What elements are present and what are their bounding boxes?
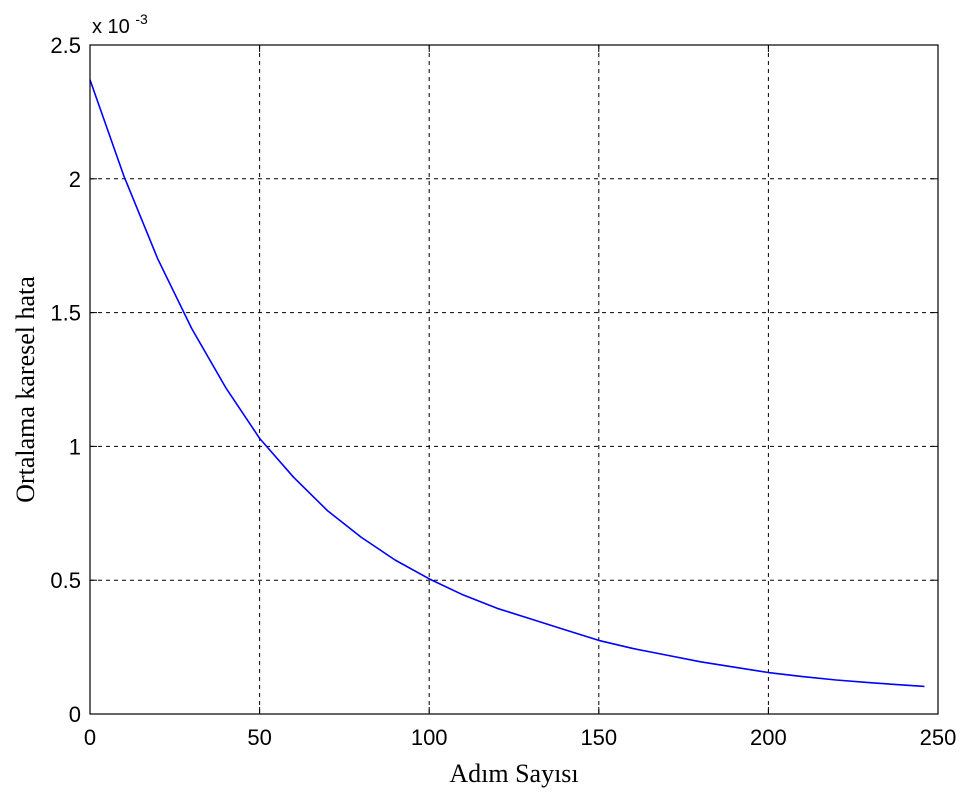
y-tick-label: 0: [69, 702, 81, 727]
x-tick-label: 150: [580, 725, 617, 750]
x-tick-label: 50: [247, 725, 271, 750]
y-tick-label: 2.5: [50, 33, 81, 58]
tick-labels: 0 50 100 150 200 250 0 0.5 1 1.5 2 2.5: [50, 33, 956, 750]
y-axis-title: Ortalama karesel hata: [11, 276, 40, 503]
plot-border: [89, 44, 939, 715]
y-multiplier-base: x 10: [92, 16, 130, 38]
x-tick-label: 0: [84, 725, 96, 750]
y-tick-label: 1: [69, 434, 81, 459]
grid-lines: [90, 45, 938, 714]
plot-frame: [89, 44, 939, 715]
y-tick-label: 1.5: [50, 301, 81, 326]
x-axis-title: Adım Sayısı: [449, 759, 578, 788]
x-tick-label: 250: [920, 725, 957, 750]
series-line: [89, 79, 925, 688]
y-tick-label: 2: [69, 167, 81, 192]
y-axis-multiplier: x 10 -3: [92, 11, 148, 38]
series-layer: [89, 79, 925, 688]
axis-ticks: [89, 44, 939, 715]
x-tick-label: 100: [411, 725, 448, 750]
y-multiplier-exponent: -3: [135, 11, 148, 27]
y-tick-label: 0.5: [50, 568, 81, 593]
x-tick-label: 200: [750, 725, 787, 750]
